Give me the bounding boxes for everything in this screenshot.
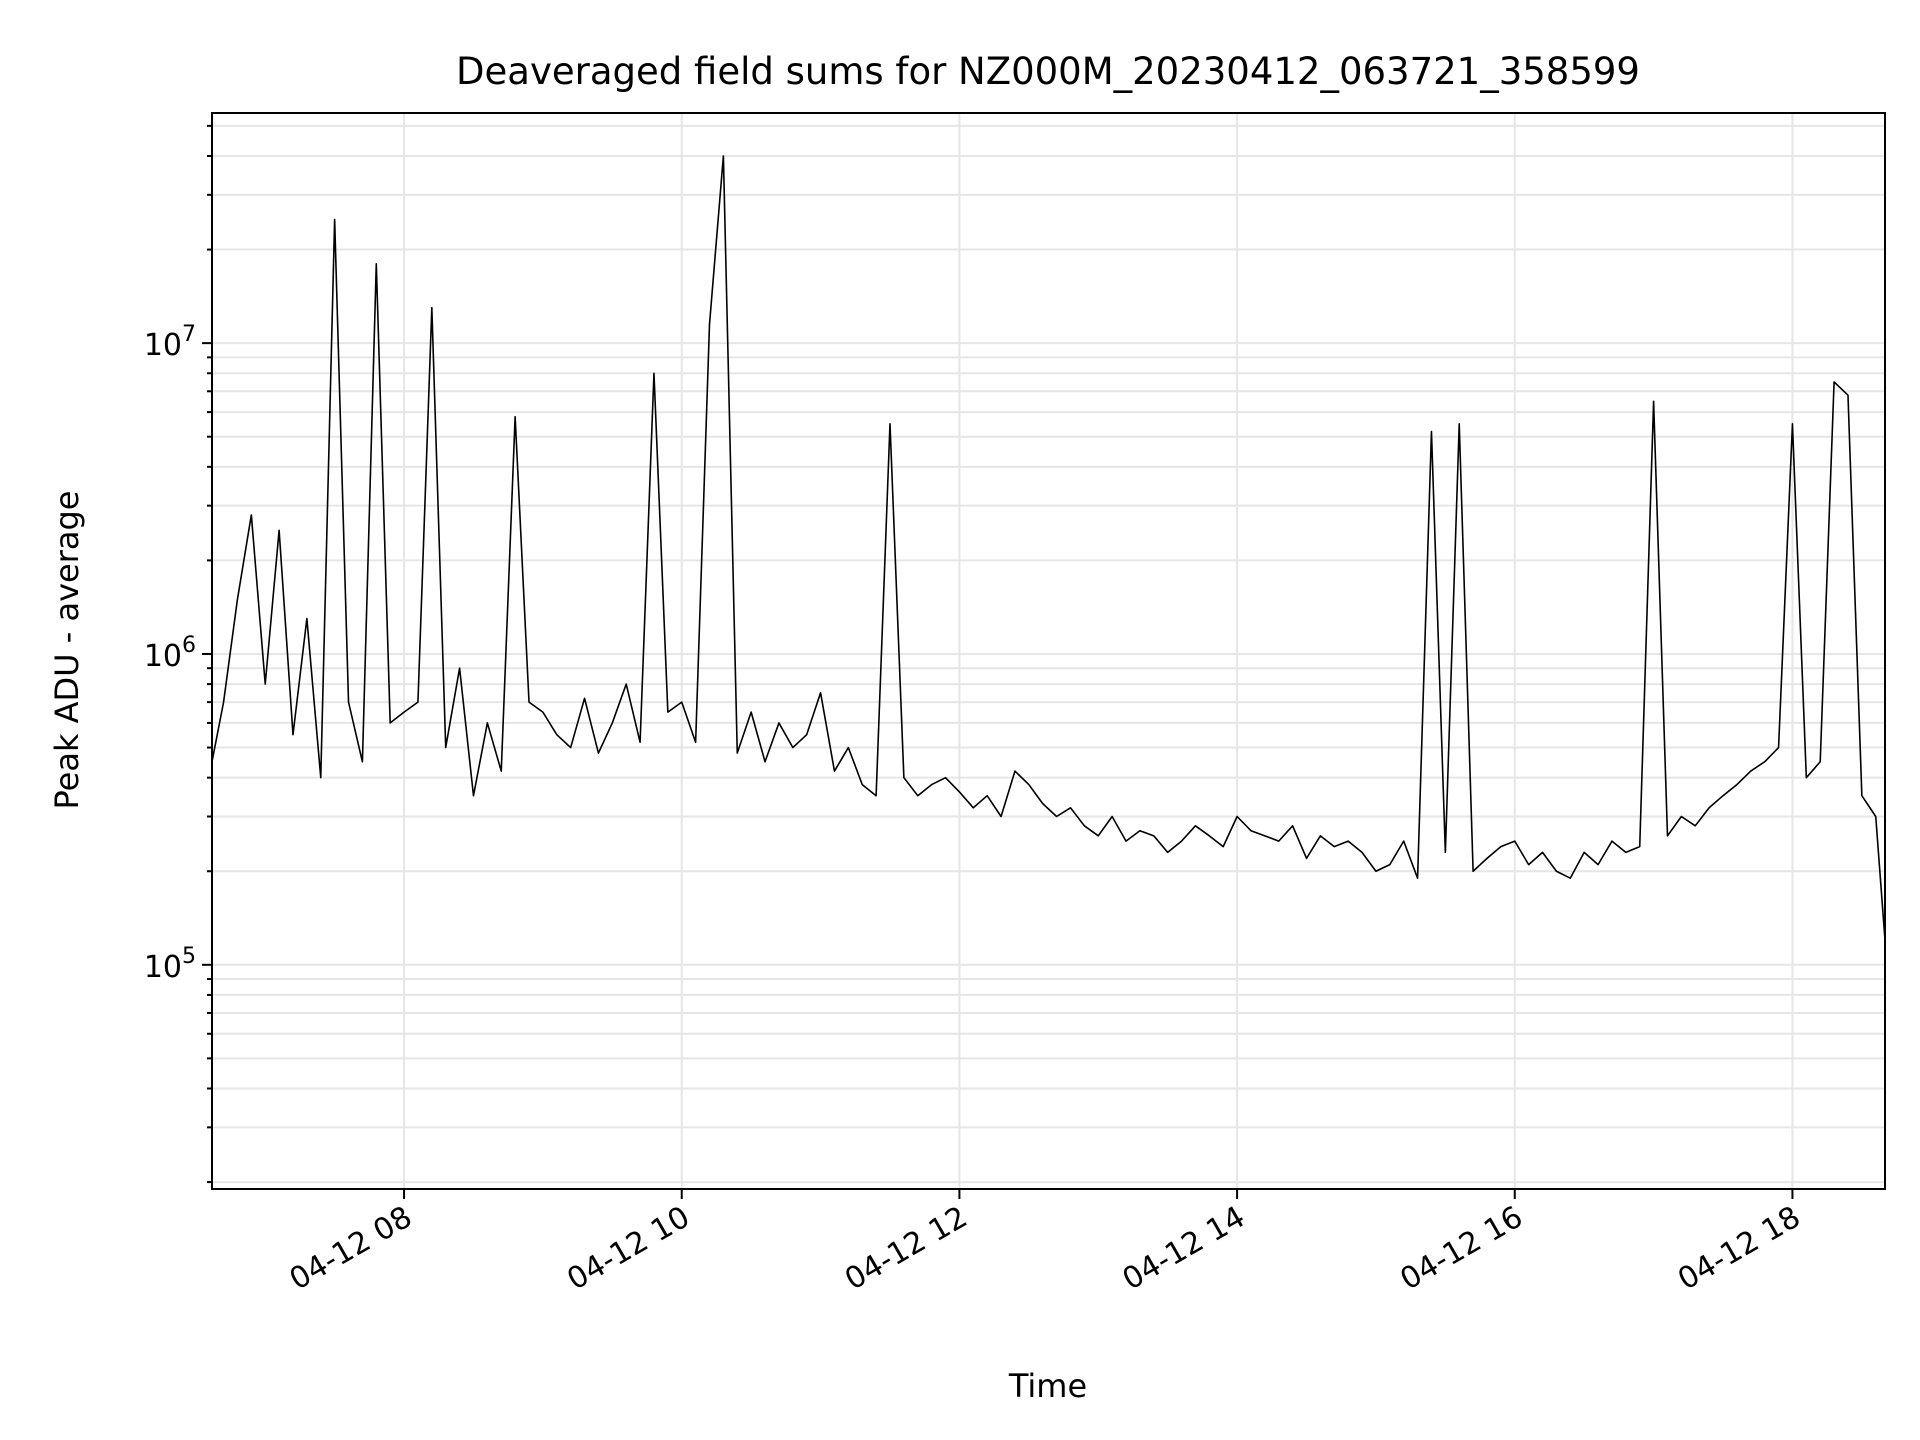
x-axis-label: Time bbox=[1008, 1367, 1087, 1405]
y-tick-label: 107 bbox=[144, 322, 196, 363]
y-axis-label: Peak ADU - average bbox=[48, 491, 86, 810]
y-tick-label: 105 bbox=[144, 944, 196, 985]
y-tick-label: 106 bbox=[144, 633, 196, 674]
chart-title: Deaveraged field sums for NZ000M_2023041… bbox=[456, 50, 1640, 93]
axes-frame bbox=[211, 112, 1886, 1190]
grid-lines bbox=[212, 113, 1885, 1189]
series-line-0 bbox=[211, 155, 1886, 941]
plot-area bbox=[211, 155, 1886, 941]
